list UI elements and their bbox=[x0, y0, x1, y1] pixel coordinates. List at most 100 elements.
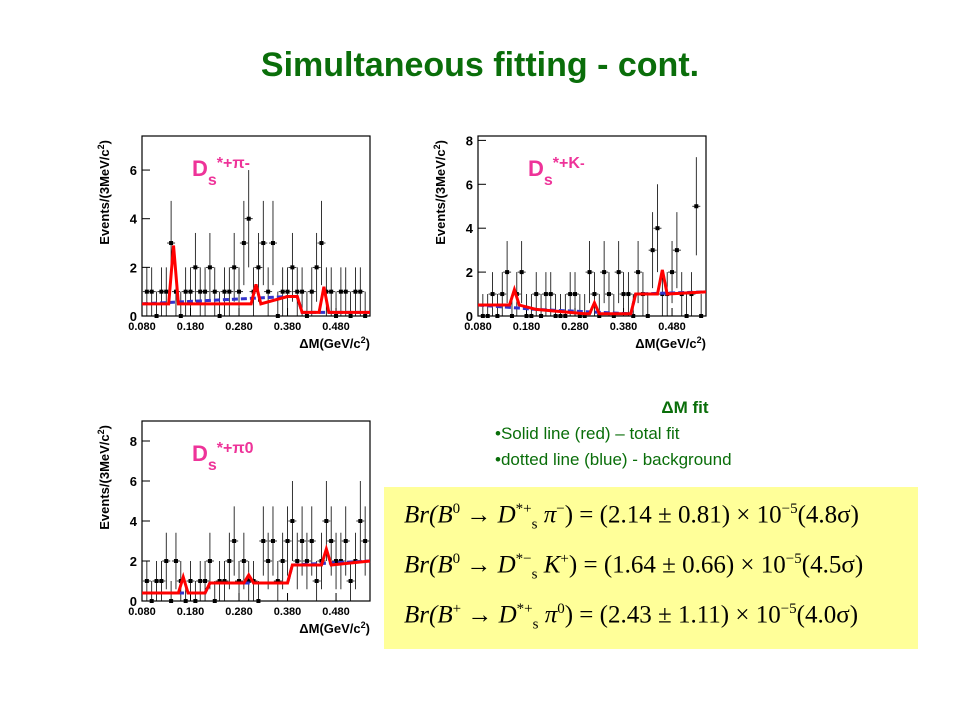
data-point bbox=[616, 270, 621, 275]
formula-meson-sup: − bbox=[556, 501, 565, 517]
data-point bbox=[539, 314, 544, 318]
data-point bbox=[237, 289, 242, 294]
formula-significance: (4.0σ) bbox=[796, 601, 859, 629]
x-tick-label: 0.480 bbox=[322, 606, 350, 618]
x-tick-label: 0.280 bbox=[225, 321, 253, 333]
x-tick-label: 0.480 bbox=[658, 321, 686, 333]
data-point bbox=[183, 289, 188, 294]
formula-lhs: Br(B bbox=[404, 601, 453, 629]
data-point bbox=[188, 289, 193, 294]
data-point bbox=[159, 289, 164, 294]
data-point bbox=[650, 248, 655, 253]
x-tick-label: 0.180 bbox=[177, 321, 205, 333]
data-point bbox=[699, 314, 704, 318]
data-point bbox=[290, 265, 295, 270]
data-point bbox=[324, 519, 329, 523]
data-point bbox=[290, 519, 295, 523]
data-point bbox=[655, 226, 660, 231]
data-point bbox=[222, 579, 227, 583]
data-point bbox=[198, 289, 203, 294]
data-point bbox=[212, 599, 217, 603]
data-point bbox=[597, 314, 602, 318]
data-point bbox=[495, 314, 500, 318]
chart-svg: 0 2 4 6 8 0.080 0.180 0.280 0.380 0.480 Ds*+π0 ΔM(G… bbox=[96, 420, 371, 636]
data-point bbox=[670, 270, 675, 275]
data-point bbox=[144, 289, 149, 294]
data-point bbox=[582, 314, 587, 318]
formula-d-sub: s bbox=[531, 516, 538, 533]
data-point bbox=[304, 314, 309, 318]
data-point bbox=[164, 289, 169, 294]
formula-arrow: → bbox=[466, 551, 492, 579]
x-tick-label: 0.380 bbox=[610, 321, 638, 333]
data-point bbox=[266, 559, 271, 563]
branching-ratio-box: Br(B0 → D*+s π−) = (2.14 ± 0.81) × 10−5(… bbox=[384, 487, 918, 649]
formula-b-sup: 0 bbox=[452, 551, 461, 567]
data-point bbox=[309, 289, 314, 294]
data-point bbox=[529, 314, 534, 318]
data-point bbox=[173, 559, 178, 563]
plot-ds-k-minus: 0 2 4 6 8 0.080 0.180 0.280 0.380 0.480 Ds*+K- ΔM(G… bbox=[428, 130, 728, 375]
data-point bbox=[159, 579, 164, 583]
data-point bbox=[295, 559, 300, 563]
formula-meson-sup: + bbox=[560, 551, 569, 567]
formula-d-sup: *− bbox=[515, 551, 532, 567]
data-point bbox=[348, 579, 353, 583]
x-tick-label: 0.080 bbox=[128, 606, 156, 618]
data-point bbox=[275, 314, 280, 318]
formula-meson: π bbox=[543, 501, 557, 529]
y-tick-label: 6 bbox=[130, 474, 137, 489]
y-tick-label: 0 bbox=[130, 309, 137, 324]
data-point bbox=[300, 289, 305, 294]
chart-svg: 0 2 4 6 0.080 0.180 0.280 0.380 0.480 Ds*+π- ΔM(Ge… bbox=[96, 135, 371, 351]
data-point bbox=[285, 289, 290, 294]
plot-frame bbox=[477, 135, 707, 317]
formula-b-sup: + bbox=[452, 601, 462, 617]
plot-frame bbox=[141, 420, 371, 602]
y-tick-label: 0 bbox=[466, 309, 473, 324]
formula-d: D bbox=[497, 551, 516, 579]
data-point bbox=[490, 292, 495, 297]
data-point bbox=[558, 314, 563, 318]
data-point bbox=[309, 539, 314, 543]
formula-meson: π bbox=[544, 601, 558, 629]
formula-b-sup: 0 bbox=[452, 501, 461, 517]
data-point bbox=[256, 599, 261, 603]
data-point bbox=[241, 559, 246, 563]
data-point bbox=[353, 289, 358, 294]
formula-row: Br(B+ → D*+s π0) = (2.43 ± 1.11) × 10−5(… bbox=[404, 601, 858, 633]
data-point bbox=[237, 579, 242, 583]
page-title: Simultaneous fitting - cont. bbox=[260, 46, 700, 84]
data-point bbox=[611, 314, 616, 318]
data-point bbox=[534, 292, 539, 297]
formula-significance: (4.5σ) bbox=[801, 551, 864, 579]
data-point bbox=[154, 314, 159, 318]
total-fit-line bbox=[142, 245, 370, 314]
data-point bbox=[573, 292, 578, 297]
data-point bbox=[363, 314, 368, 318]
y-tick-label: 6 bbox=[466, 177, 473, 192]
data-point bbox=[606, 292, 611, 297]
data-point bbox=[295, 289, 300, 294]
x-tick-label: 0.280 bbox=[225, 606, 253, 618]
data-point bbox=[319, 241, 324, 246]
data-point bbox=[631, 314, 636, 318]
formula-lhs: Br(B bbox=[404, 501, 453, 529]
x-axis-label: ΔM(GeV/c2) bbox=[299, 335, 370, 351]
data-point bbox=[363, 539, 368, 543]
formula-d-sup: *+ bbox=[515, 501, 532, 517]
data-point bbox=[645, 314, 650, 318]
y-tick-label: 4 bbox=[130, 514, 138, 529]
data-point bbox=[183, 599, 188, 603]
data-point bbox=[563, 314, 568, 318]
formula-value: ) = (2.43 ± 1.11) × 10 bbox=[564, 601, 781, 629]
data-point bbox=[178, 314, 183, 318]
data-point bbox=[500, 292, 505, 297]
formula-d-sub: s bbox=[532, 616, 539, 633]
data-point bbox=[524, 314, 529, 318]
plot-ds-pi-zero: 0 2 4 6 8 0.080 0.180 0.280 0.380 0.480 Ds*+π0 ΔM(G… bbox=[92, 415, 392, 660]
formula-arrow: → bbox=[466, 501, 492, 529]
formula-lhs: Br(B bbox=[404, 551, 453, 579]
data-point bbox=[485, 314, 490, 318]
y-tick-label: 2 bbox=[466, 265, 473, 280]
